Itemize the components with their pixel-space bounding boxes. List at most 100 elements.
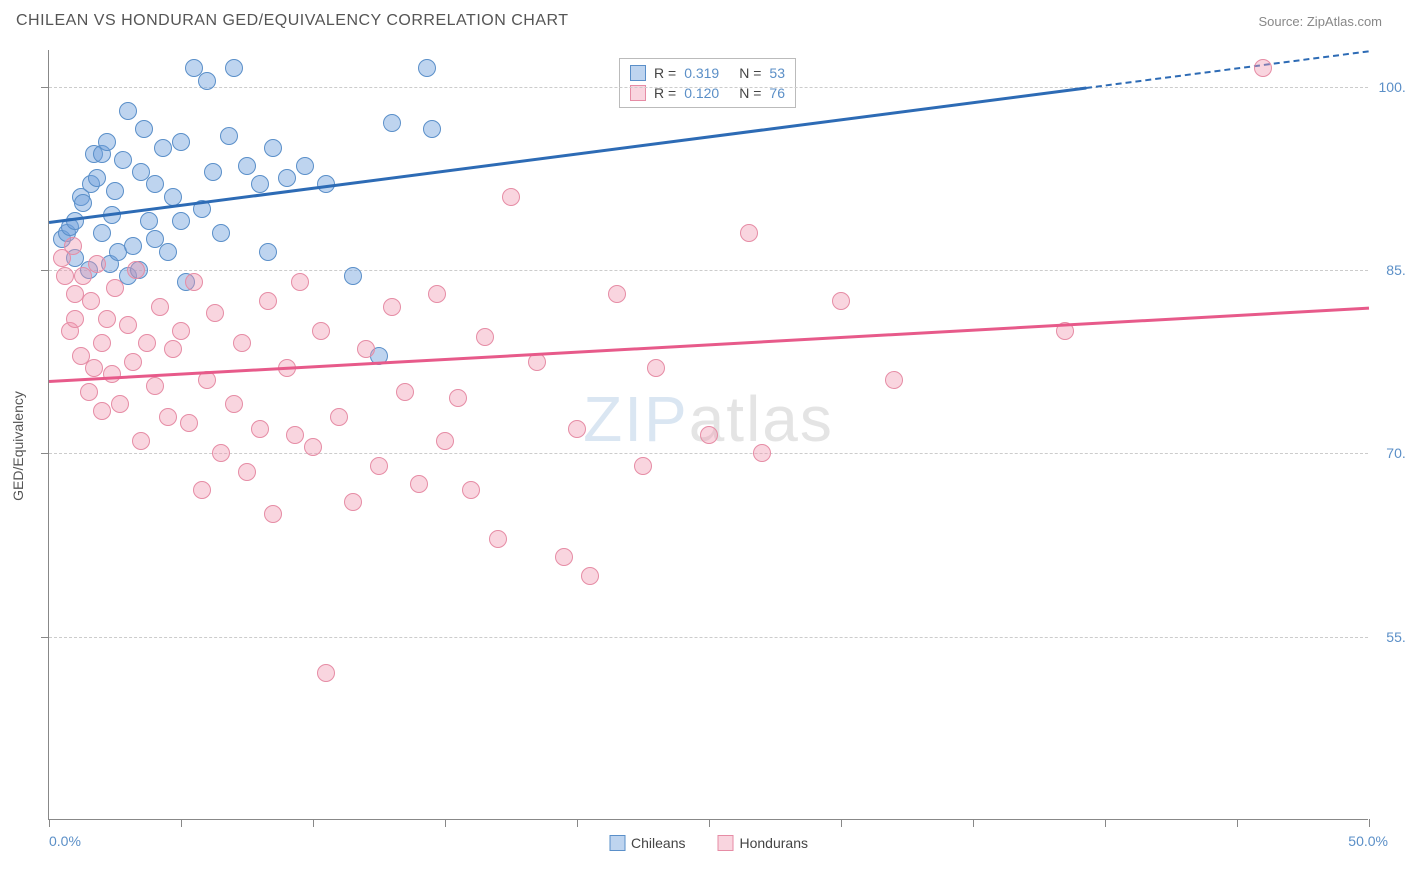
scatter-point [56,267,74,285]
scatter-point [410,475,428,493]
scatter-point [138,334,156,352]
chart-title: CHILEAN VS HONDURAN GED/EQUIVALENCY CORR… [16,12,569,30]
scatter-point [568,420,586,438]
x-tick [313,819,314,827]
scatter-point [462,481,480,499]
scatter-point [66,310,84,328]
y-tick-label: 100.0% [1379,79,1406,95]
scatter-point [64,237,82,255]
legend-item: Hondurans [717,835,808,851]
scatter-point [330,408,348,426]
scatter-point [259,243,277,261]
scatter-point [106,182,124,200]
scatter-point [206,304,224,322]
scatter-point [111,395,129,413]
scatter-point [82,292,100,310]
scatter-point [198,72,216,90]
stats-row: R = 0.319N = 53 [630,63,785,83]
scatter-point [66,212,84,230]
scatter-point [436,432,454,450]
scatter-point [146,377,164,395]
chart-plot-area: ZIPatlas R = 0.319N = 53R = 0.120N = 76 … [48,50,1368,820]
x-tick [445,819,446,827]
scatter-point [449,389,467,407]
scatter-point [264,505,282,523]
scatter-point [286,426,304,444]
legend-item: Chileans [609,835,685,851]
scatter-point [476,328,494,346]
x-tick [577,819,578,827]
y-axis-title: GED/Equivalency [10,391,26,501]
scatter-point [114,151,132,169]
x-label-end: 50.0% [1348,833,1388,849]
x-tick [973,819,974,827]
x-label-start: 0.0% [49,833,81,849]
x-tick [1369,819,1370,827]
x-tick [709,819,710,827]
trend-line-dashed [1086,50,1369,89]
scatter-point [212,224,230,242]
gridline-h [49,87,1368,88]
scatter-point [93,334,111,352]
scatter-point [119,316,137,334]
scatter-point [93,224,111,242]
scatter-point [1254,59,1272,77]
scatter-point [132,432,150,450]
scatter-point [291,273,309,291]
scatter-point [428,285,446,303]
scatter-point [140,212,158,230]
scatter-point [180,414,198,432]
scatter-point [193,481,211,499]
scatter-point [88,169,106,187]
scatter-point [555,548,573,566]
scatter-point [220,127,238,145]
scatter-point [146,175,164,193]
scatter-point [233,334,251,352]
scatter-point [251,175,269,193]
scatter-point [185,273,203,291]
y-tick-label: 70.0% [1386,445,1406,461]
x-tick [49,819,50,827]
gridline-h [49,270,1368,271]
scatter-point [172,212,190,230]
scatter-point [103,365,121,383]
scatter-point [700,426,718,444]
scatter-point [127,261,145,279]
scatter-point [418,59,436,77]
y-tick-label: 85.0% [1386,262,1406,278]
scatter-point [634,457,652,475]
scatter-point [93,402,111,420]
scatter-point [357,340,375,358]
scatter-point [135,120,153,138]
scatter-point [885,371,903,389]
scatter-point [344,493,362,511]
source-label: Source: ZipAtlas.com [1258,14,1382,29]
gridline-h [49,637,1368,638]
scatter-point [581,567,599,585]
scatter-point [278,169,296,187]
scatter-point [753,444,771,462]
x-tick [1237,819,1238,827]
scatter-point [259,292,277,310]
scatter-point [74,194,92,212]
scatter-point [238,157,256,175]
scatter-point [502,188,520,206]
scatter-point [119,102,137,120]
scatter-point [296,157,314,175]
scatter-point [124,353,142,371]
scatter-point [85,359,103,377]
scatter-point [204,163,222,181]
scatter-point [98,310,116,328]
scatter-point [370,457,388,475]
watermark: ZIPatlas [583,382,834,456]
gridline-h [49,453,1368,454]
scatter-point [608,285,626,303]
x-tick [1105,819,1106,827]
scatter-point [154,139,172,157]
scatter-point [312,322,330,340]
scatter-point [832,292,850,310]
scatter-point [344,267,362,285]
scatter-point [98,133,116,151]
scatter-point [164,188,182,206]
scatter-point [423,120,441,138]
